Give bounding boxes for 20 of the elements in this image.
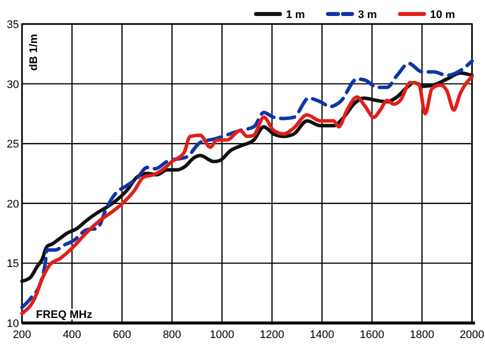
x-tick-label: 1400: [310, 329, 334, 341]
x-tick-label: 200: [12, 329, 32, 341]
legend-label: 3 m: [358, 9, 378, 21]
x-tick-label: 400: [62, 329, 82, 341]
legend-label: 10 m: [430, 9, 456, 21]
legend-label: 1 m: [286, 9, 306, 21]
x-tick-label: 600: [112, 329, 132, 341]
y-tick-label: 25: [6, 138, 19, 151]
y-tick-label: 10: [6, 318, 19, 330]
y-tick-label: 30: [6, 78, 19, 91]
y-tick-label: 20: [6, 198, 19, 210]
x-tick-label: 1800: [410, 329, 434, 341]
x-tick-label: 2000: [460, 329, 484, 341]
y-tick-label: 15: [6, 258, 19, 270]
x-tick-label: 1600: [360, 329, 384, 341]
x-tick-label: 800: [162, 329, 182, 341]
y-tick-label: 35: [6, 19, 19, 31]
x-tick-label: 1000: [210, 329, 234, 341]
x-tick-label: 1200: [260, 329, 284, 341]
y-axis-title: dB 1/m: [28, 34, 40, 71]
